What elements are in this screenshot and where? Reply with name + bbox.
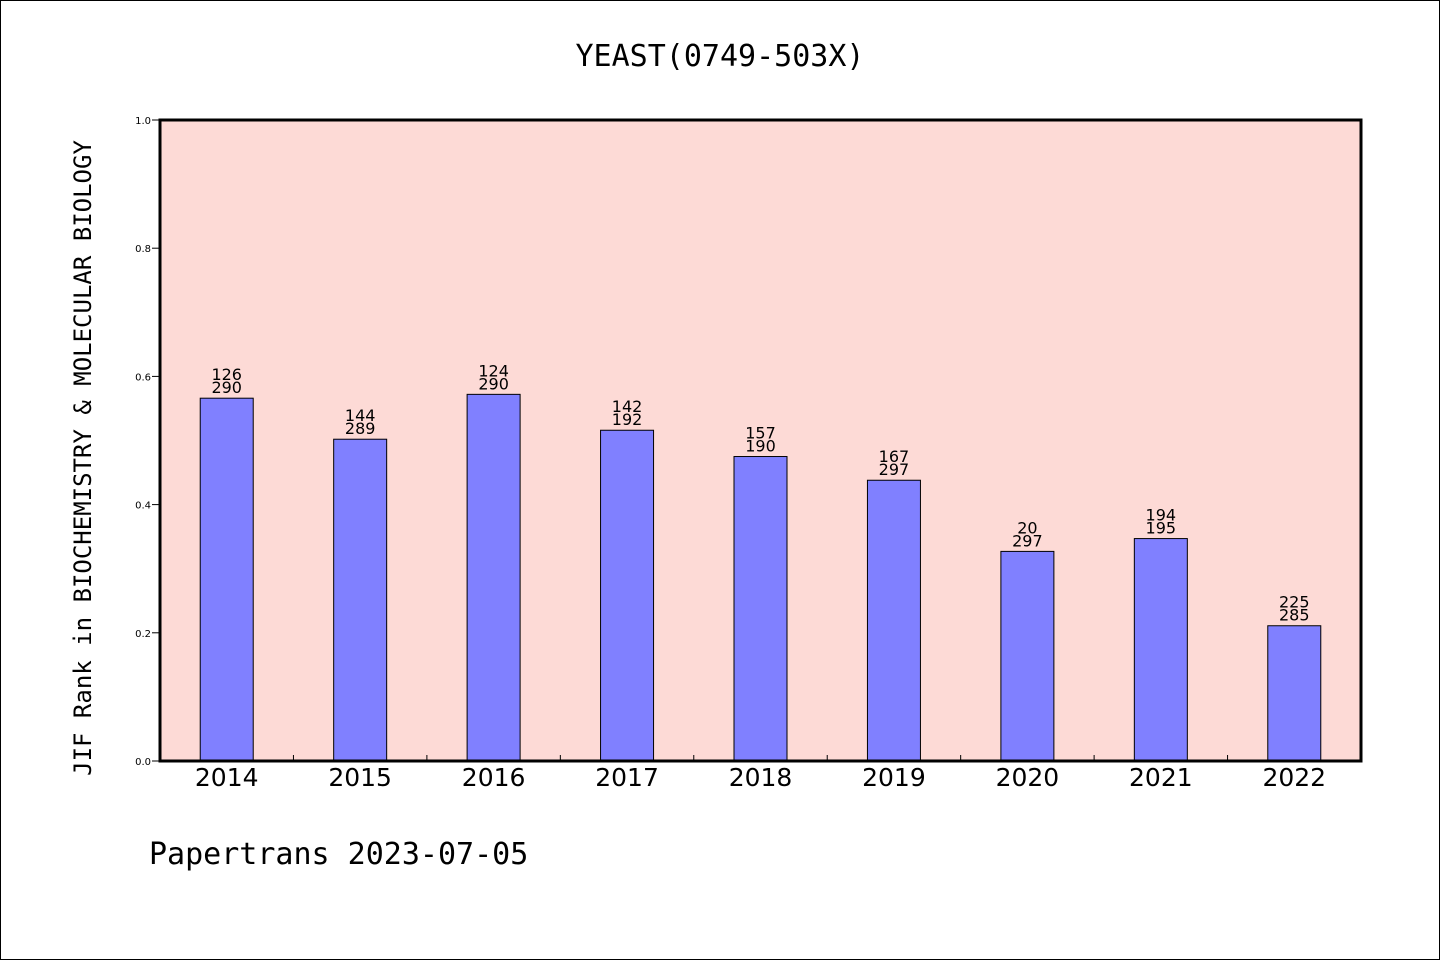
bar (1133, 538, 1188, 762)
bar-group (199, 393, 1322, 762)
data-label-rank: 144 (345, 406, 376, 425)
y-tick-label: 1.0 (135, 116, 151, 127)
data-label-rank: 194 (1146, 506, 1177, 525)
data-label-rank: 157 (745, 424, 776, 443)
data-label-total: 289 (345, 419, 376, 438)
data-label-total: 297 (879, 460, 910, 479)
data-label-rank: 20 (1017, 518, 1037, 537)
bar (600, 429, 655, 762)
y-tick-label: 0.0 (135, 757, 151, 768)
x-tick-label: 2022 (1262, 763, 1326, 792)
data-label-total: 190 (745, 437, 776, 456)
y-tick-label: 0.2 (135, 629, 151, 640)
x-tick-label: 2014 (195, 763, 259, 792)
x-tick-label: 2021 (1129, 763, 1193, 792)
chart-title: YEAST(0749-503X) (576, 39, 865, 74)
data-label-rank: 142 (612, 397, 643, 416)
y-tick-label: 0.8 (135, 244, 151, 255)
data-label-total: 290 (211, 378, 242, 397)
data-label-rank: 167 (879, 447, 910, 466)
bar (866, 479, 921, 762)
x-tick-label: 2016 (462, 763, 526, 792)
data-label-rank: 126 (211, 365, 242, 384)
footer-text: Papertrans 2023-07-05 (149, 837, 528, 872)
bar (733, 456, 788, 762)
data-label-total: 297 (1012, 531, 1043, 550)
data-labels: 1262901442891242901421921571901672972029… (211, 361, 1309, 624)
x-tick-label: 2019 (862, 763, 926, 792)
y-tick-label: 0.4 (135, 501, 151, 512)
bar (466, 393, 521, 762)
bar (333, 438, 388, 762)
y-axis-label: JIF Rank in BIOCHEMISTRY & MOLECULAR BIO… (69, 140, 97, 776)
bar (199, 397, 254, 762)
bar (1267, 625, 1322, 762)
plot-border (158, 118, 1363, 763)
data-label-rank: 124 (478, 361, 509, 380)
x-tick-label: 2020 (996, 763, 1060, 792)
data-label-total: 290 (478, 374, 509, 393)
x-tick-label: 2015 (328, 763, 392, 792)
x-tick-label: 2017 (595, 763, 659, 792)
bar (1000, 550, 1055, 762)
data-label-total: 195 (1146, 519, 1177, 538)
x-tick-label: 2018 (729, 763, 793, 792)
y-tick-label: 0.6 (135, 372, 151, 383)
axis-ticks: 0.0 0.2 0.4 0.6 0.8 1.0 2014 2015 2016 2017 2018 20… (135, 116, 1326, 792)
data-label-rank: 225 (1279, 593, 1310, 612)
data-label-total: 192 (612, 410, 643, 429)
data-label-total: 285 (1279, 606, 1310, 625)
